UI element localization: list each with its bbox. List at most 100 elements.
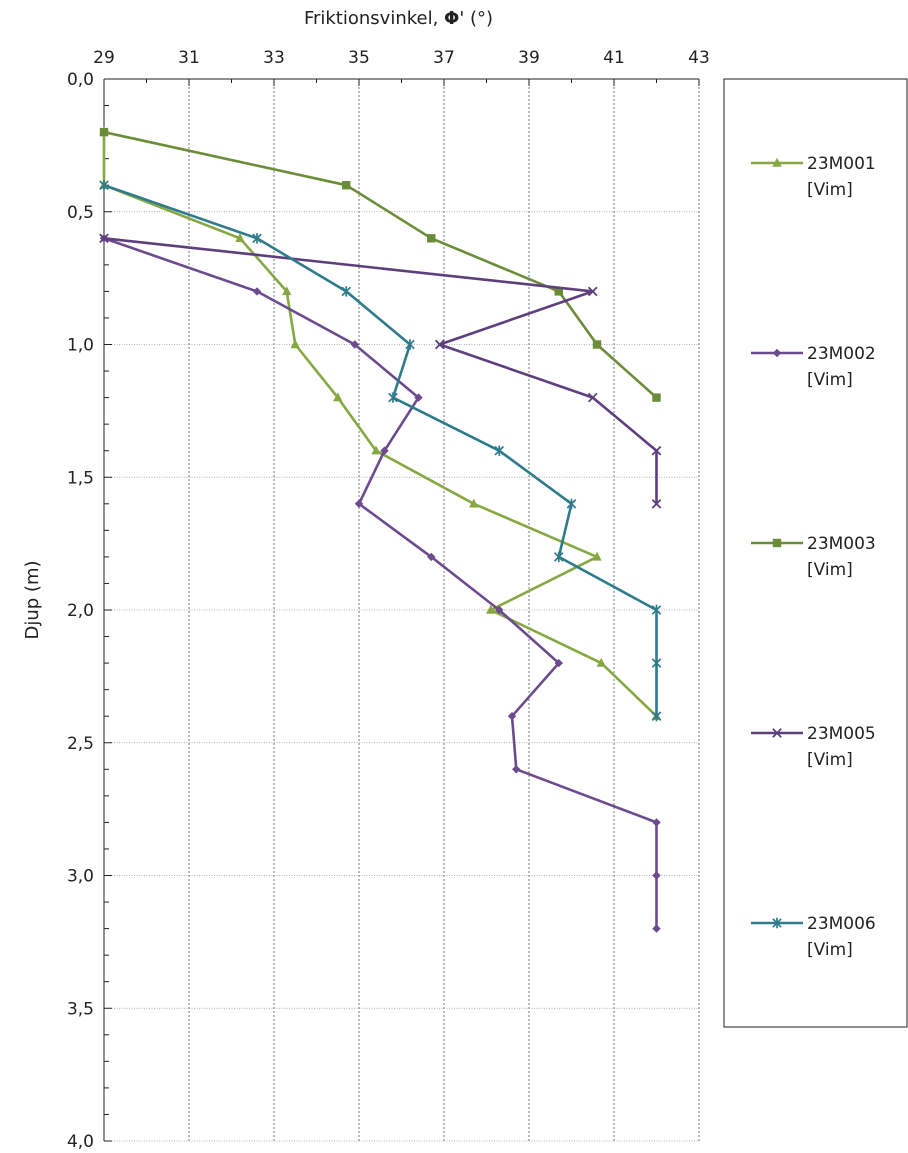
series-23m005 <box>99 233 662 509</box>
data-point <box>651 711 662 722</box>
data-point <box>342 181 351 190</box>
legend-label: 23M003 <box>807 534 876 554</box>
legend-entry: 23M002 [Vim] <box>751 344 876 390</box>
x-axis-title-prefix: Friktionsvinkel, <box>304 8 444 29</box>
data-point <box>388 392 398 403</box>
legend-label: 23M006 <box>807 914 876 934</box>
data-point <box>434 339 445 350</box>
x-axis-title: Friktionsvinkel, Φ' (°) <box>304 8 493 29</box>
legend-sublabel: [Vim] <box>807 940 853 960</box>
legend-entry: 23M006 [Vim] <box>751 914 876 960</box>
legend-sublabel: [Vim] <box>807 560 853 580</box>
legend-sublabel: [Vim] <box>807 370 853 390</box>
data-point <box>99 233 109 244</box>
data-point <box>235 233 245 242</box>
series-23m003 <box>99 127 661 402</box>
data-point <box>414 393 423 402</box>
data-point <box>341 286 352 297</box>
y-tick-label: 3,0 <box>67 867 94 887</box>
legend-sublabel: [Vim] <box>807 750 853 770</box>
series-line <box>103 183 658 717</box>
data-point <box>652 871 661 880</box>
data-point <box>469 498 479 508</box>
data-point <box>486 604 496 614</box>
data-point <box>371 445 381 455</box>
data-point <box>772 538 782 548</box>
legend-entry: 23M005 [Vim] <box>751 724 876 770</box>
x-tick-label: 35 <box>348 48 370 68</box>
y-tick-label: 0,0 <box>67 70 94 90</box>
series-23m001 <box>99 126 662 720</box>
axes <box>103 78 700 1142</box>
y-tick-label: 2,0 <box>67 601 94 621</box>
data-point <box>587 392 598 403</box>
data-point <box>290 339 300 349</box>
data-point <box>333 392 343 402</box>
data-point <box>350 340 359 349</box>
data-point <box>587 286 598 297</box>
tick-labels: 29 31 33 35 37 39 41 43 0,0 0,5 1,0 1,5 2,0 2,5 3,0 3,5… <box>67 48 710 1152</box>
grid <box>104 79 700 1142</box>
data-point <box>507 712 517 721</box>
series-line <box>103 237 658 504</box>
data-point <box>651 604 662 616</box>
data-point <box>494 445 505 456</box>
legend-label: 23M002 <box>807 344 876 364</box>
y-tick-label: 1,5 <box>67 468 94 488</box>
data-point <box>427 552 436 562</box>
data-point <box>354 499 364 508</box>
data-point <box>495 605 504 615</box>
x-axis-title-symbol: Φ <box>444 8 459 29</box>
y-tick-label: 2,5 <box>67 734 94 754</box>
data-point <box>380 446 389 455</box>
x-tick-label: 29 <box>93 48 115 68</box>
series-line <box>103 130 658 399</box>
data-point <box>427 234 436 243</box>
data-point <box>592 551 602 561</box>
data-point <box>566 498 577 509</box>
x-tick-label: 41 <box>603 48 625 68</box>
data-point <box>772 728 782 738</box>
legend: 23M001 [Vim] 23M002 [Vim] 23M003 [Vim] 23M005 [… <box>723 78 908 1028</box>
legend-sublabel: [Vim] <box>807 180 853 200</box>
data-point <box>282 286 292 296</box>
data-point <box>99 127 109 137</box>
x-tick-label: 37 <box>433 48 455 68</box>
legend-entry: 23M001 [Vim] <box>751 154 876 200</box>
legend-label: 23M001 <box>807 154 876 174</box>
x-tick-label: 33 <box>263 48 285 68</box>
y-axis-title: Djup (m) <box>22 561 43 640</box>
data-point <box>592 340 602 349</box>
y-tick-label: 1,0 <box>67 336 94 356</box>
legend-box <box>723 78 908 1028</box>
y-tick-label: 0,5 <box>67 203 94 223</box>
data-point <box>252 287 262 296</box>
x-tick-label: 31 <box>178 48 200 68</box>
y-tick-label: 4,0 <box>67 1132 94 1152</box>
series-23m006 <box>99 180 662 722</box>
legend-label: 23M005 <box>807 724 876 744</box>
data-point <box>512 765 521 774</box>
data-point <box>99 180 109 191</box>
data-point <box>772 917 782 929</box>
data-point <box>651 657 662 669</box>
data-point <box>252 233 262 244</box>
x-tick-label: 39 <box>518 48 540 68</box>
x-tick-label: 43 <box>688 48 710 68</box>
y-tick-label: 3,5 <box>67 999 94 1019</box>
data-point <box>405 339 415 350</box>
data-point <box>772 348 782 358</box>
series-line <box>103 237 658 929</box>
x-axis-title-suffix: ' (°) <box>459 8 493 29</box>
data-point <box>651 445 662 456</box>
series-group <box>99 126 662 933</box>
data-point <box>596 657 606 667</box>
data-point <box>652 924 661 933</box>
series-23m002 <box>99 234 661 933</box>
data-point <box>554 287 563 296</box>
data-point <box>652 818 661 827</box>
legend-entry: 23M003 [Vim] <box>751 534 876 580</box>
data-point <box>554 658 563 668</box>
data-point <box>651 498 662 509</box>
